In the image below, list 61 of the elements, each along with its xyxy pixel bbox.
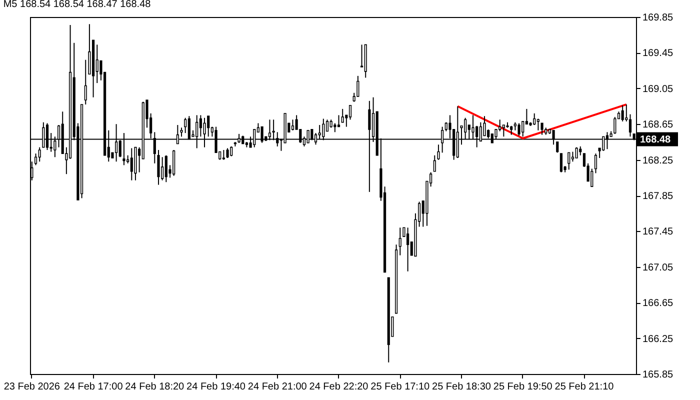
candlestick [433, 154, 436, 172]
chart-title: M5 168.54 168.54 168.47 168.48 [3, 0, 152, 10]
y-tick-label: 167.85 [642, 191, 674, 202]
candlestick [398, 227, 402, 256]
candlestick [222, 149, 225, 160]
candlestick [38, 146, 41, 162]
candlestick [164, 154, 168, 183]
candlestick [337, 114, 340, 128]
candlestick [88, 24, 91, 75]
candlestick [34, 153, 38, 166]
x-tick-label: 24 Feb 22:20 [309, 382, 369, 392]
y-tick-label: 167.05 [642, 262, 674, 274]
candlestick [540, 122, 544, 136]
candlestick [84, 59, 87, 105]
candlestick [614, 116, 616, 134]
candlestick [502, 124, 505, 138]
x-tick-label: 23 Feb 2026 [4, 382, 60, 392]
x-tick-label: 25 Feb 21:10 [554, 382, 614, 392]
candlestick [291, 119, 294, 131]
candlestick [226, 148, 229, 159]
y-tick-label: 167.45 [642, 226, 674, 238]
candlestick [199, 114, 202, 138]
y-tick-label: 168.65 [642, 120, 674, 131]
candlestick [560, 153, 563, 173]
candlestick [341, 108, 344, 123]
y-tick-label: 165.85 [642, 370, 674, 380]
candlestick [590, 168, 594, 188]
x-tick-label: 24 Feb 21:00 [248, 382, 308, 392]
x-tick-label: 24 Feb 17:00 [64, 382, 124, 392]
candlestick [628, 114, 632, 138]
candlestick [594, 153, 598, 174]
y-tick-label: 168.25 [642, 155, 674, 166]
y-tick-label: 169.05 [642, 84, 674, 95]
x-tick-label: 25 Feb 19:50 [493, 382, 553, 392]
y-tick-label: 166.65 [642, 298, 674, 310]
ref-line-label: 168.48 [640, 134, 672, 146]
x-tick-label: 24 Feb 18:20 [125, 382, 185, 392]
candlestick [568, 152, 570, 170]
candlestick [575, 146, 578, 159]
candlestick [621, 104, 624, 122]
x-tick-label: 25 Feb 18:30 [432, 382, 492, 392]
candlestick [406, 227, 410, 272]
y-tick-label: 169.45 [642, 48, 674, 60]
candlestick [533, 112, 536, 126]
y-tick-label: 169.85 [642, 12, 674, 24]
candlestick [522, 120, 524, 138]
candlestick [518, 122, 520, 136]
x-tick-label: 25 Feb 17:10 [370, 382, 430, 392]
candlestick [571, 151, 574, 162]
y-tick-label: 166.25 [642, 334, 674, 345]
candlestick [230, 146, 233, 157]
candlestick [157, 149, 160, 186]
candlestick [130, 148, 133, 181]
candlestick [207, 116, 210, 138]
candlestick [96, 44, 98, 84]
candlestick [348, 104, 352, 120]
candlestick [172, 149, 176, 176]
candlestick [437, 144, 440, 160]
candlestick [161, 156, 164, 181]
candlestick [536, 118, 540, 131]
x-tick-label: 24 Feb 19:40 [186, 382, 246, 392]
